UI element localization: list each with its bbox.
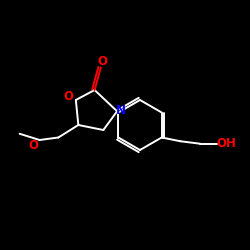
Text: OH: OH [217,137,236,150]
Text: O: O [64,90,74,104]
Text: O: O [97,55,107,68]
Text: O: O [28,139,38,152]
Text: N: N [116,104,126,117]
